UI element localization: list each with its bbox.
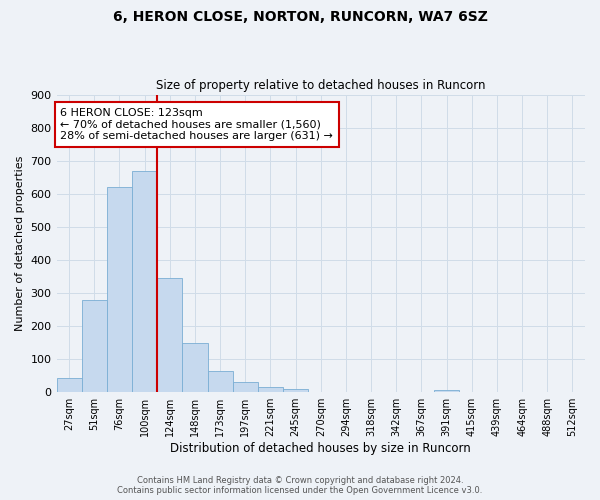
- Bar: [107, 187, 132, 392]
- Text: 6 HERON CLOSE: 123sqm
← 70% of detached houses are smaller (1,560)
28% of semi-d: 6 HERON CLOSE: 123sqm ← 70% of detached …: [61, 108, 333, 141]
- Title: Size of property relative to detached houses in Runcorn: Size of property relative to detached ho…: [156, 79, 485, 92]
- Bar: [434, 390, 459, 392]
- Text: Contains HM Land Registry data © Crown copyright and database right 2024.
Contai: Contains HM Land Registry data © Crown c…: [118, 476, 482, 495]
- Bar: [258, 387, 283, 392]
- Bar: [157, 278, 182, 392]
- Y-axis label: Number of detached properties: Number of detached properties: [15, 156, 25, 331]
- Bar: [182, 344, 208, 392]
- Bar: [283, 389, 308, 392]
- Bar: [132, 171, 157, 392]
- Text: 6, HERON CLOSE, NORTON, RUNCORN, WA7 6SZ: 6, HERON CLOSE, NORTON, RUNCORN, WA7 6SZ: [113, 10, 487, 24]
- Bar: [56, 378, 82, 392]
- X-axis label: Distribution of detached houses by size in Runcorn: Distribution of detached houses by size …: [170, 442, 471, 455]
- Bar: [208, 370, 233, 392]
- Bar: [82, 300, 107, 392]
- Bar: [233, 382, 258, 392]
